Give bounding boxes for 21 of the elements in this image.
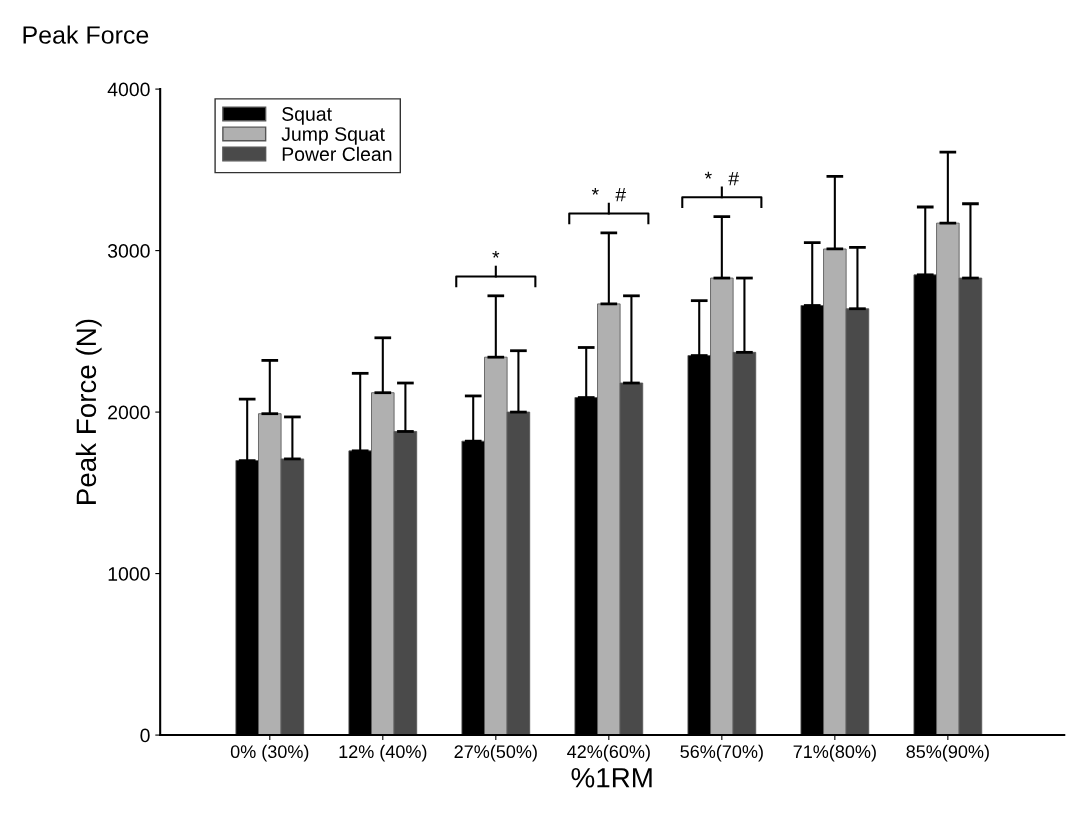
y-tick-label: 4000 (107, 82, 150, 97)
x-tick-label: 85%(90%) (906, 744, 989, 762)
x-tick-label: 42%(60%) (567, 744, 650, 762)
x-tick-label: 71%(80%) (793, 744, 876, 762)
y-tick-label: 1000 (108, 567, 150, 581)
chart-title: Peak Force (23, 25, 149, 44)
annotation: * # (704, 171, 740, 186)
legend-label: Squat (282, 107, 332, 125)
x-axis-title: %1RM (571, 768, 652, 788)
y-axis-title: Peak Force (N) (75, 319, 102, 504)
y-tick-label: 3000 (107, 244, 150, 258)
x-tick-label: 0% (30%) (230, 744, 309, 762)
x-tick-label: 27%(50%) (454, 744, 537, 762)
legend-label: Jump Squat (281, 127, 385, 145)
y-tick-label: 0 (140, 728, 150, 743)
annotation: * (492, 250, 500, 258)
y-tick-label: 2000 (108, 405, 150, 420)
x-tick-label: 56%(70%) (680, 744, 763, 762)
x-tick-label: 12% (40%) (339, 744, 427, 762)
legend-label: Power Clean (282, 146, 392, 162)
annotation: * # (591, 187, 627, 202)
